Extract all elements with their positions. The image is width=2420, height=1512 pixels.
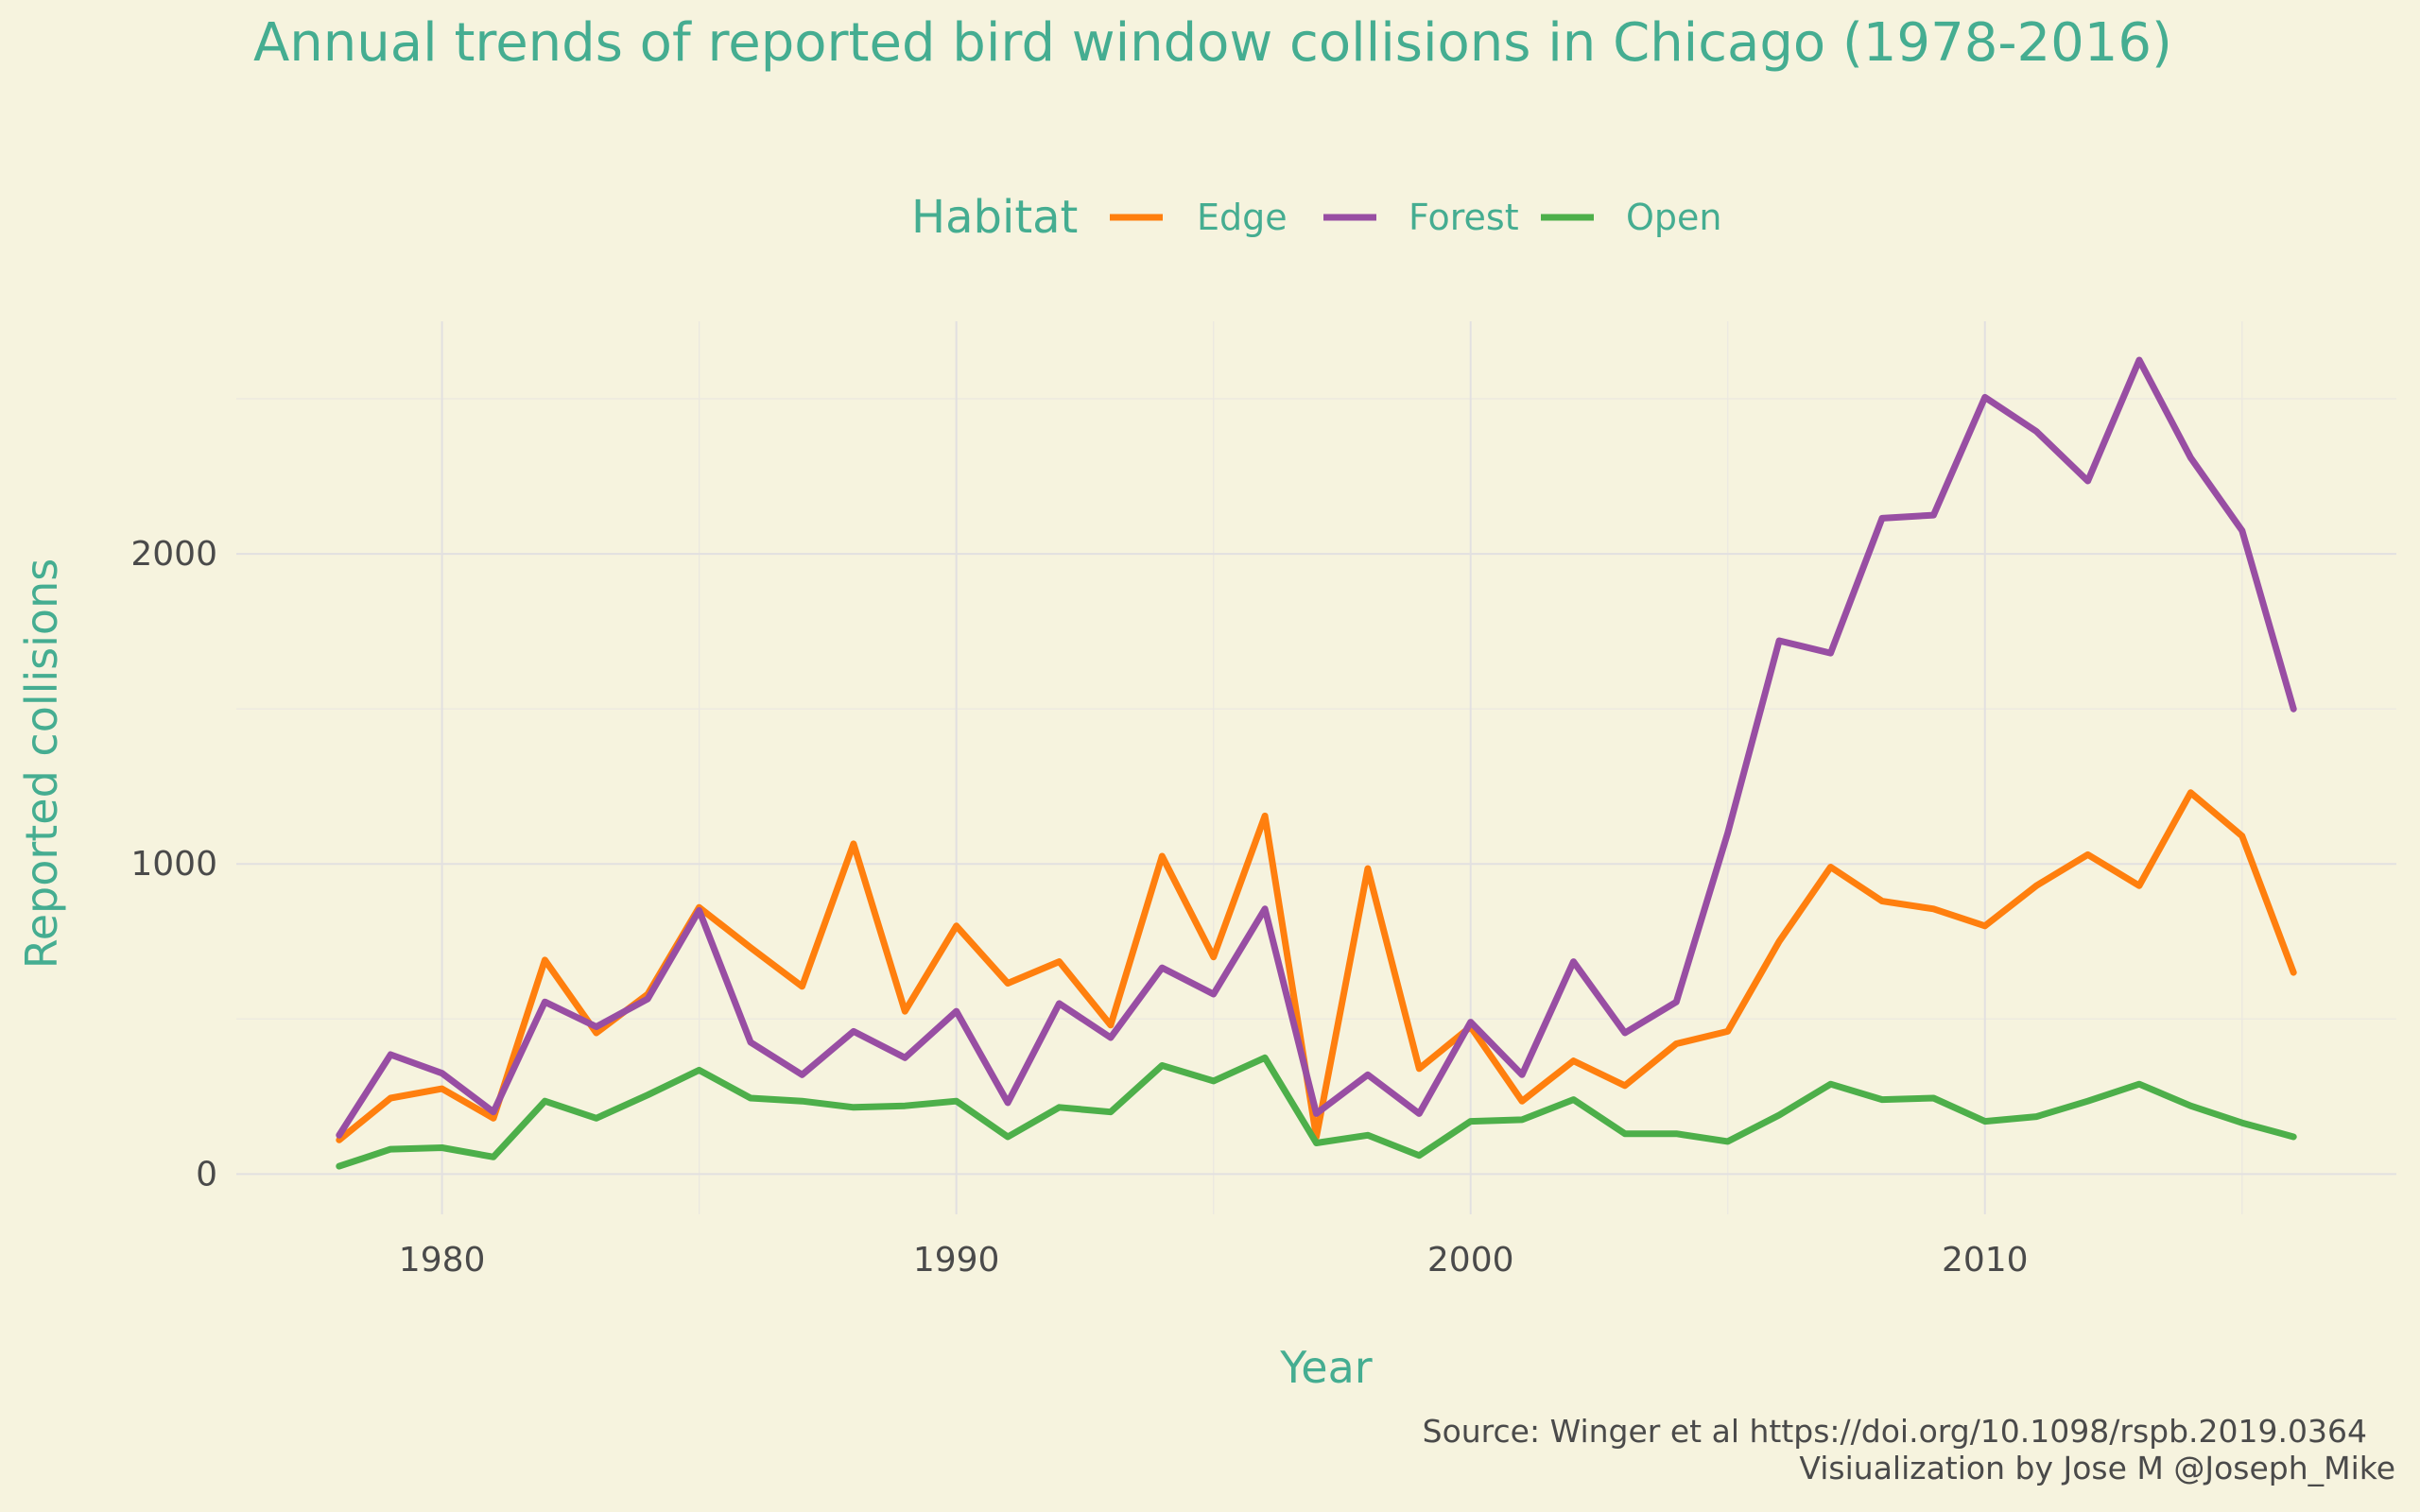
series-line-open	[336, 1054, 2297, 1170]
y-tick-label: 1000	[130, 845, 217, 884]
chart-title: Annual trends of reported bird window co…	[253, 12, 2172, 74]
caption-source: Source: Winger et al https://doi.org/10.…	[1423, 1413, 2367, 1450]
legend-label-open: Open	[1626, 197, 1722, 238]
y-axis-title: Reported collisions	[16, 558, 67, 969]
legend-label-edge: Edge	[1197, 197, 1288, 238]
caption-credit: Visiualization by Jose M @Joseph_Mike	[1799, 1450, 2395, 1486]
legend: Habitat Edge Forest Open	[911, 191, 1722, 244]
legend-item-open[interactable]: Open	[1541, 197, 1722, 238]
series-line-forest	[336, 356, 2297, 1139]
y-axis-ticks: 0 1000 2000	[130, 535, 217, 1194]
x-axis-title: Year	[1279, 1342, 1372, 1393]
series-line-edge	[336, 789, 2297, 1143]
x-tick-label: 2010	[1942, 1241, 2029, 1280]
y-tick-label: 2000	[130, 535, 217, 574]
y-tick-label: 0	[196, 1155, 217, 1194]
legend-item-edge[interactable]: Edge	[1110, 197, 1288, 238]
legend-item-forest[interactable]: Forest	[1323, 197, 1519, 238]
legend-label-forest: Forest	[1409, 197, 1519, 238]
x-tick-label: 1990	[913, 1241, 1000, 1280]
legend-title: Habitat	[911, 191, 1078, 244]
x-tick-label: 1980	[399, 1241, 486, 1280]
grid	[236, 321, 2396, 1214]
x-tick-label: 2000	[1427, 1241, 1514, 1280]
x-axis-ticks: 1980 1990 2000 2010	[399, 1241, 2029, 1280]
plot-series	[336, 356, 2297, 1170]
